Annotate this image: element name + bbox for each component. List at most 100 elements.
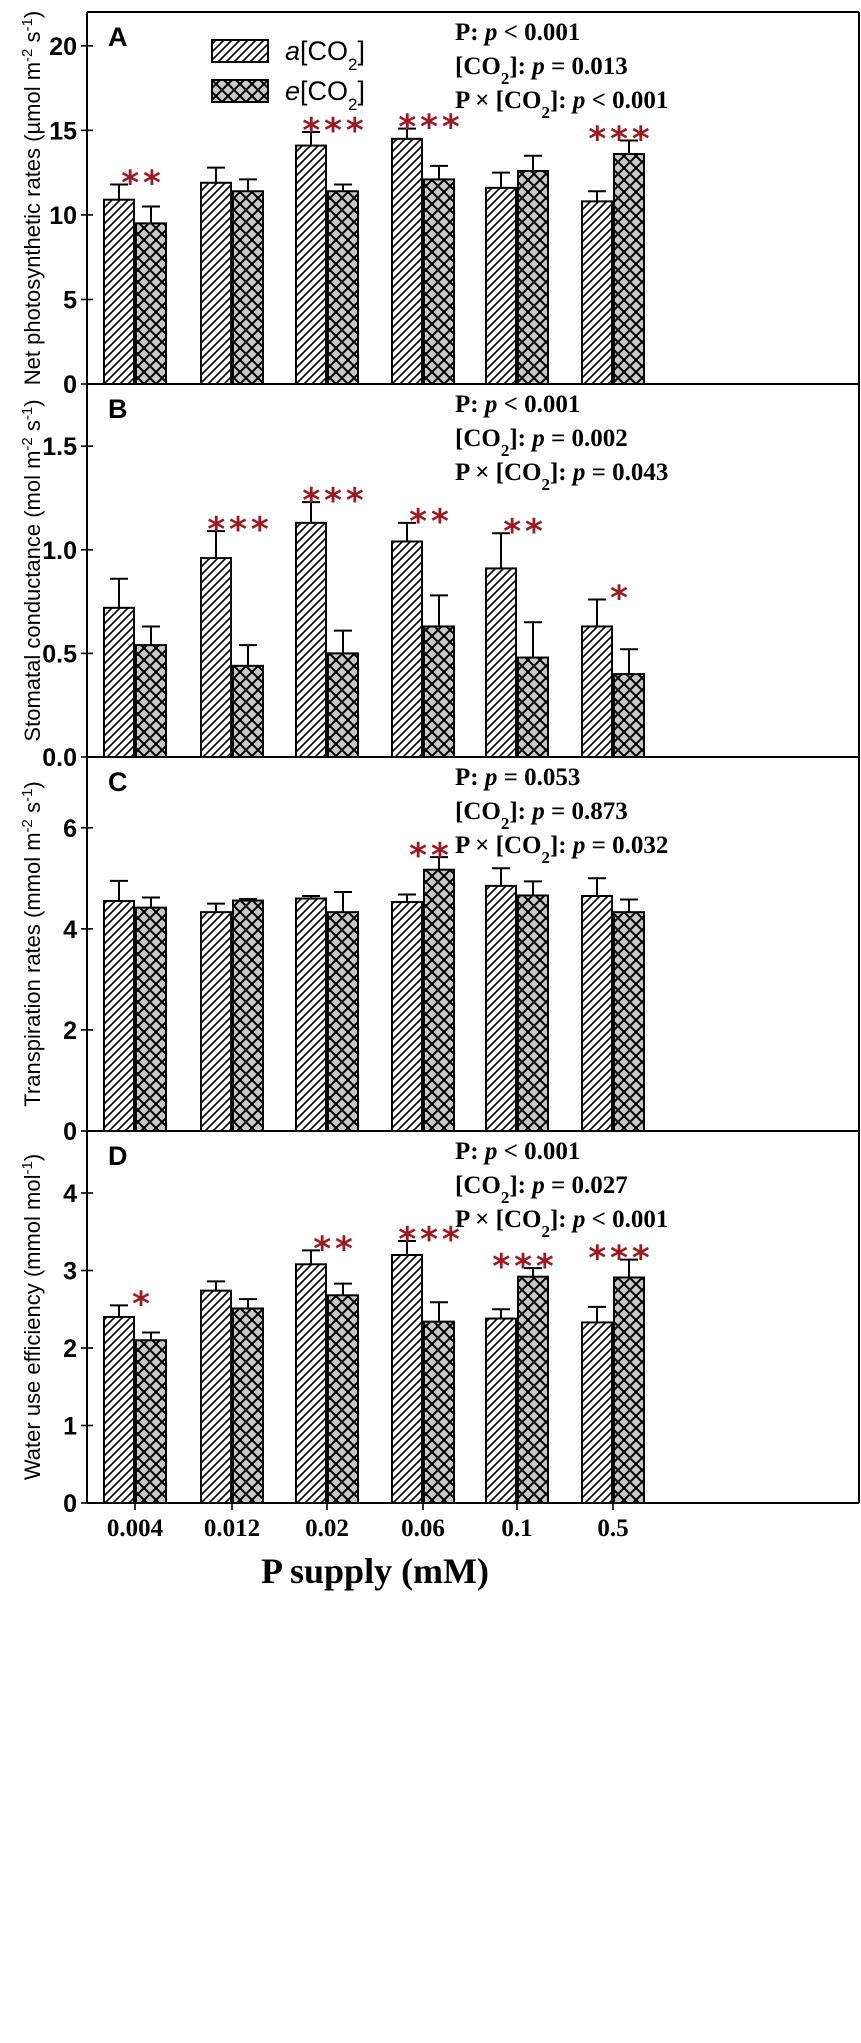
- significance-mark: ***: [398, 1220, 463, 1260]
- panel-c: 0 2 4 6 Transpiration rates (mmol m-2 s-1) C P…: [19, 764, 859, 1146]
- bar-ambient-0.004: [103, 1316, 135, 1504]
- x-tick-label: 0.004: [107, 1515, 164, 1542]
- x-axis-label: P supply (mM): [261, 1551, 489, 1591]
- panel-letter: C: [108, 767, 128, 797]
- panel-letter: A: [108, 22, 128, 52]
- y-tick-label: 15: [49, 117, 77, 145]
- y-tick-label: 0.0: [42, 744, 77, 772]
- x-tick-label: 0.1: [501, 1515, 532, 1542]
- stat-line: P × [CO2]: p < 0.001: [455, 1206, 668, 1241]
- y-tick-label: 2: [63, 1335, 77, 1363]
- bar-elevated-0.1: [517, 1275, 549, 1504]
- y-tick-label: 4: [63, 1180, 77, 1208]
- bar-ambient-0.5: [581, 894, 613, 1133]
- y-axis-label: Net photosynthetic rates (µmol m-2 s-1): [19, 11, 46, 385]
- significance-mark: ***: [207, 510, 272, 550]
- significance-mark: ***: [302, 111, 367, 151]
- bar-ambient-0.5: [581, 625, 613, 759]
- y-tick-label: 2: [63, 1017, 77, 1045]
- bar-ambient-0.02: [295, 1263, 327, 1505]
- x-tick-label: 0.02: [305, 1515, 349, 1542]
- panel-letter: B: [108, 394, 128, 424]
- significance-mark: **: [121, 163, 165, 203]
- bar-elevated-0.012: [232, 664, 264, 758]
- bar-elevated-0.02: [327, 190, 359, 385]
- bar-elevated-0.02: [327, 652, 359, 759]
- bar-elevated-0.06: [423, 1320, 455, 1505]
- stat-line: P: p = 0.053: [455, 764, 580, 791]
- bar-ambient-0.004: [103, 606, 135, 758]
- y-axis-label: Transpiration rates (mmol m-2 s-1): [19, 781, 46, 1106]
- bar-ambient-0.012: [200, 557, 232, 758]
- bar-elevated-0.02: [327, 1294, 359, 1505]
- bar-ambient-0.1: [485, 567, 517, 759]
- bar-ambient-0.1: [485, 186, 517, 385]
- stat-line: P × [CO2]: p = 0.043: [455, 459, 668, 494]
- x-tick-label: 0.06: [401, 1515, 445, 1542]
- significance-mark: **: [503, 512, 547, 552]
- bar-elevated-0.004: [135, 644, 167, 758]
- bar-ambient-0.02: [295, 144, 327, 385]
- stat-line: P × [CO2]: p = 0.032: [455, 832, 668, 867]
- significance-mark: *: [610, 579, 632, 619]
- significance-mark: ***: [588, 120, 653, 160]
- y-tick-label: 6: [63, 815, 77, 843]
- stat-line: P: p < 0.001: [455, 19, 580, 46]
- significance-mark: **: [409, 502, 453, 542]
- stat-line: [CO2]: p = 0.027: [455, 1172, 628, 1207]
- bar-elevated-0.012: [232, 899, 264, 1133]
- bar-elevated-0.012: [232, 190, 264, 385]
- y-tick-label: 3: [63, 1258, 77, 1286]
- y-tick-label: 20: [49, 33, 77, 61]
- bar-ambient-0.02: [295, 521, 327, 758]
- y-tick-label: 10: [49, 202, 77, 230]
- bar-elevated-0.06: [423, 625, 455, 759]
- bar-elevated-0.06: [423, 868, 455, 1132]
- y-tick-label: 0: [63, 1118, 77, 1146]
- bar-elevated-0.5: [613, 1276, 645, 1504]
- y-tick-label: 5: [63, 286, 77, 314]
- y-tick-label: 1.5: [42, 433, 77, 461]
- bar-ambient-0.012: [200, 181, 232, 385]
- y-tick-label: 0: [63, 1490, 77, 1518]
- x-tick-label: 0.5: [597, 1515, 628, 1542]
- bar-elevated-0.06: [423, 178, 455, 385]
- bar-ambient-0.02: [295, 897, 327, 1132]
- legend-swatch-ambient: [211, 39, 269, 63]
- y-tick-label: 4: [63, 916, 77, 944]
- bar-elevated-0.004: [135, 906, 167, 1133]
- bar-elevated-0.004: [135, 222, 167, 385]
- bar-ambient-0.5: [581, 1321, 613, 1505]
- x-tick-label: 0.012: [204, 1515, 260, 1542]
- legend-label-elevated: e[CO2]: [285, 76, 365, 114]
- bar-elevated-0.1: [517, 169, 549, 385]
- significance-mark: *: [132, 1284, 154, 1324]
- stat-line: [CO2]: p = 0.002: [455, 425, 628, 460]
- legend-swatch-elevated: [211, 79, 269, 103]
- significance-mark: ***: [588, 1239, 653, 1279]
- bar-ambient-0.012: [200, 1289, 232, 1505]
- bar-ambient-0.1: [485, 1317, 517, 1505]
- stat-line: [CO2]: p = 0.013: [455, 53, 628, 88]
- y-axis-label: Stomatal conductance (mol m-2 s-1): [19, 399, 46, 741]
- bar-elevated-0.004: [135, 1339, 167, 1504]
- bar-elevated-0.02: [327, 911, 359, 1133]
- bar-ambient-0.004: [103, 900, 135, 1132]
- bar-elevated-0.012: [232, 1307, 264, 1504]
- bar-ambient-0.004: [103, 198, 135, 385]
- bar-ambient-0.012: [200, 911, 232, 1133]
- stat-line: P × [CO2]: p < 0.001: [455, 87, 668, 122]
- bar-elevated-0.1: [517, 894, 549, 1132]
- bar-elevated-0.1: [517, 656, 549, 758]
- significance-mark: **: [313, 1229, 357, 1269]
- bar-ambient-0.06: [391, 1254, 423, 1504]
- y-tick-label: 0: [63, 371, 77, 399]
- significance-mark: ***: [302, 481, 367, 521]
- panel-d: 0 1 2 3 4 Water use efficiency (mmol mol-1) D P…: [19, 1138, 859, 1518]
- bar-elevated-0.5: [613, 673, 645, 758]
- bar-ambient-0.06: [391, 901, 423, 1132]
